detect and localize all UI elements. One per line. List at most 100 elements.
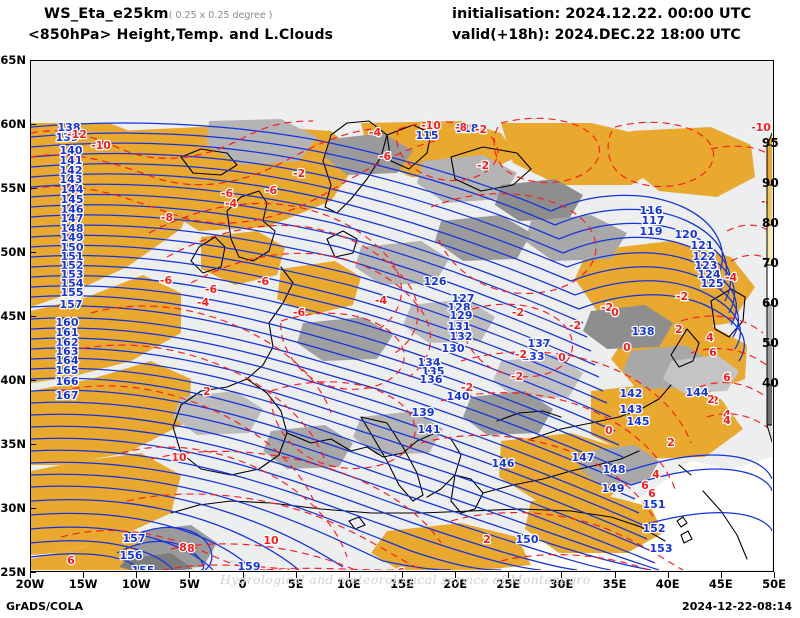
x-axis-tick — [720, 572, 722, 578]
x-axis-label-10w: 10W — [121, 577, 151, 591]
watermark: Hydrological and meteorological service … — [220, 572, 591, 587]
y-axis-tick — [30, 188, 36, 189]
colorbar-label-80: 80 — [762, 216, 779, 230]
x-axis-label-35e: 35E — [602, 577, 627, 591]
x-axis-label-15w: 15W — [68, 577, 98, 591]
height-contour-label: 145 — [61, 193, 84, 206]
temperature-contour-label: 0 — [623, 341, 631, 354]
temperature-contour-label: -2 — [477, 159, 489, 172]
temperature-contour-label: 6 — [397, 566, 405, 570]
height-contour-label: 161 — [56, 326, 79, 339]
x-axis-label-5w: 5W — [179, 577, 200, 591]
height-contour-label: 151 — [643, 498, 666, 511]
temperature-contour-label: -6 — [379, 150, 392, 163]
temperature-contour-label: -2 — [511, 370, 523, 383]
temperature-contour-label: -4 — [375, 294, 388, 307]
height-contour-label: 137 — [528, 337, 551, 350]
temperature-contour-label: 4 — [652, 468, 660, 481]
temperature-contour-label: 8 — [187, 542, 195, 555]
height-contour-label: 122 — [693, 250, 716, 263]
height-contour-label: 152 — [61, 259, 84, 272]
height-contour-label: 149 — [61, 231, 84, 244]
temperature-contour-label: 8 — [179, 541, 187, 554]
temperature-contour-label: 2 — [667, 436, 675, 449]
model-resolution: ( 0.25 x 0.25 degree ) — [168, 10, 273, 21]
temperature-contour-label: 10 — [171, 451, 187, 464]
temperature-contour-label: 6 — [648, 487, 656, 500]
temperature-contour-label: 0 — [605, 424, 613, 437]
height-contour-label: 142 — [60, 164, 83, 177]
height-contour-label: 166 — [56, 375, 79, 388]
height-contour-label: 131 — [448, 320, 471, 333]
temperature-contour-label: -2 — [515, 348, 527, 361]
height-contour-label: 141 — [60, 154, 83, 167]
temperature-contour-label: 10 — [263, 534, 279, 547]
y-axis-label-45n: 45N — [0, 309, 26, 323]
height-contour-label: 123 — [695, 259, 718, 272]
height-contour-label: 157 — [123, 532, 146, 545]
height-contour-label: 153 — [650, 542, 673, 555]
height-contour-label: 141 — [418, 423, 441, 436]
y-axis-tick — [30, 124, 36, 125]
temperature-contours — [31, 117, 772, 570]
y-axis-tick — [30, 508, 36, 509]
temperature-contour-labels: -12-10-10-10-8-8-8-6-6-6-6-6-6-6-6-4-4-4… — [66, 118, 772, 570]
x-axis-tick — [348, 572, 350, 578]
colorbar-bottom-arrow — [766, 424, 772, 444]
height-contour-label: 139 — [56, 131, 79, 144]
height-contour-label: 117 — [642, 214, 665, 227]
height-contour-label: 120 — [675, 228, 698, 241]
height-contour-label: 127 — [452, 292, 475, 305]
height-contour-label: 162 — [56, 336, 79, 349]
y-axis-label-30n: 30N — [0, 501, 26, 515]
height-contour-label: 153 — [61, 268, 84, 281]
temperature-contour-label: -12 — [67, 128, 87, 141]
temperature-contour-label: -2 — [676, 290, 688, 303]
height-contour-label: 145 — [627, 415, 650, 428]
temperature-contour-label: -2 — [475, 123, 487, 136]
x-axis-tick — [614, 572, 616, 578]
height-contour-label: 138 — [58, 121, 81, 134]
height-contour-label: 129 — [450, 309, 473, 322]
height-contour-label: 159 — [238, 560, 261, 570]
height-contour-label: 130 — [442, 342, 465, 355]
height-contour-label: 116 — [640, 204, 663, 217]
height-contour-label: 144 — [686, 386, 709, 399]
colorbar-label-60: 60 — [762, 296, 779, 310]
height-contour-label: 148 — [61, 222, 84, 235]
height-contour-label: 155 — [132, 564, 155, 570]
temperature-contour-label: -2 — [512, 306, 524, 319]
height-contour-label: 134 — [418, 356, 441, 369]
y-axis-tick — [30, 572, 36, 573]
height-contour-label: 115 — [416, 129, 439, 142]
y-axis-tick — [30, 252, 36, 253]
x-axis-label-25e: 25E — [496, 577, 521, 591]
colorbar-top-arrow — [766, 132, 772, 146]
height-contour-label: 146 — [61, 203, 84, 216]
initialisation-label: initialisation: 2024.12.22. 00:00 UTC — [452, 6, 752, 22]
height-contour-label: 160 — [56, 316, 79, 329]
height-contour-label: 135 — [422, 365, 445, 378]
y-axis-label-55n: 55N — [0, 181, 26, 195]
temperature-contour-label: -8 — [161, 211, 173, 224]
model-name-line: WS_Eta_e25km( 0.25 x 0.25 degree ) — [44, 6, 272, 22]
height-contour-label: 118 — [456, 122, 479, 135]
x-axis-label-20w: 20W — [15, 577, 45, 591]
height-contour-label: 143 — [620, 403, 643, 416]
temperature-contour-label: 4 — [706, 331, 714, 344]
temperature-contour-label: -6 — [293, 306, 306, 319]
x-axis-tick — [83, 572, 85, 578]
x-axis-tick — [561, 572, 563, 578]
height-contour-label: 126 — [424, 275, 447, 288]
height-contour-label: 150 — [516, 533, 539, 546]
height-contour-label: 156 — [120, 549, 143, 562]
x-axis-tick — [189, 572, 191, 578]
y-axis-label-35n: 35N — [0, 437, 26, 451]
height-contour-label: 136 — [420, 373, 443, 386]
x-axis-label-5e: 5E — [287, 577, 304, 591]
x-axis-tick — [455, 572, 457, 578]
